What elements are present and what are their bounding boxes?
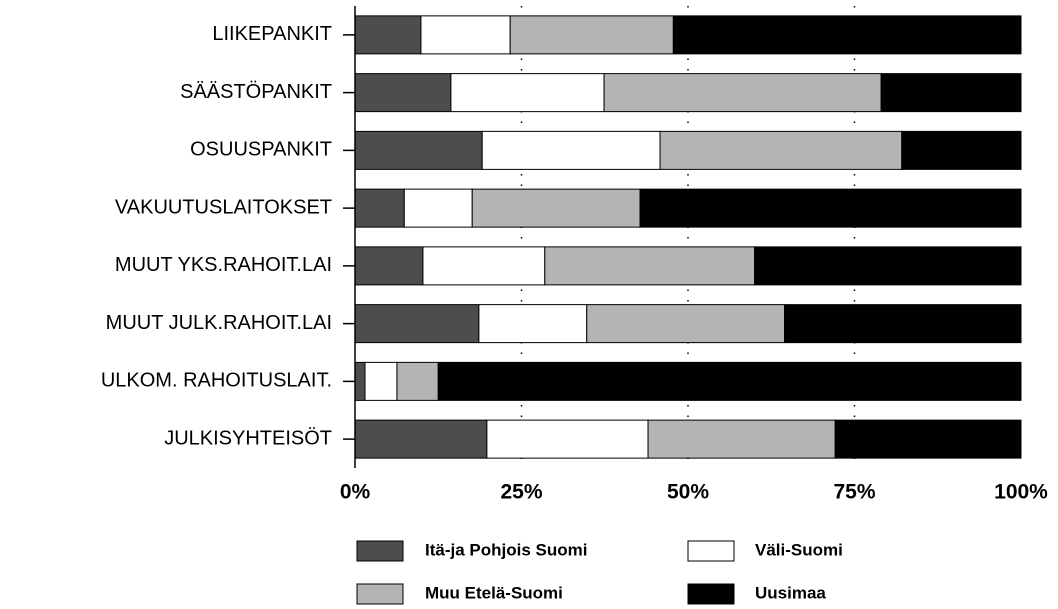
bar-segment (754, 246, 1022, 286)
bar-segment (603, 73, 882, 113)
bar-segment (647, 419, 836, 459)
bar-segment (901, 130, 1022, 170)
bar-segment (354, 73, 452, 113)
x-tick-label: 50% (667, 481, 709, 504)
bar-segment (354, 361, 366, 401)
bar-segment (659, 130, 903, 170)
bar-segment (354, 188, 405, 228)
bar-segment (403, 188, 473, 228)
y-tick-label: OSUUSPANKIT (190, 139, 332, 161)
legend-label: Väli-Suomi (755, 540, 843, 559)
x-tick-label: 75% (833, 481, 875, 504)
bar-segment (396, 361, 439, 401)
bar-segment (422, 246, 546, 286)
bar-segment (639, 188, 1022, 228)
bar-segment (450, 73, 605, 113)
bar-segment (354, 304, 480, 344)
bar-segment (586, 304, 786, 344)
legend-swatch (356, 583, 404, 605)
y-tick-label: MUUT JULK.RAHOIT.LAI (106, 312, 332, 334)
bar-segment (481, 130, 661, 170)
bar-segment (354, 246, 424, 286)
bar-segment (544, 246, 756, 286)
x-tick-label: 0% (340, 481, 371, 504)
bar-segment (880, 73, 1022, 113)
bar-segment (354, 130, 483, 170)
y-tick-label: LIIKEPANKIT (212, 23, 332, 45)
bar-segment (784, 304, 1022, 344)
legend-swatch (687, 583, 735, 605)
bar-segment (509, 15, 674, 55)
bar-segment (354, 419, 488, 459)
legend-label: Itä-ja Pohjois Suomi (425, 540, 587, 559)
bar-segment (834, 419, 1022, 459)
y-tick-label: JULKISYHTEISÖT (164, 427, 332, 449)
legend-label: Uusimaa (755, 583, 826, 602)
y-tick-label: VAKUUTUSLAITOKSET (115, 196, 332, 218)
bar-segment (420, 15, 511, 55)
y-tick-label: ULKOM. RAHOITUSLAIT. (101, 370, 332, 392)
legend-label: Muu Etelä-Suomi (425, 583, 563, 602)
legend-swatch (356, 540, 404, 562)
bar-segment (437, 361, 1022, 401)
bar-segment (471, 188, 641, 228)
x-tick-label: 100% (994, 481, 1048, 504)
bar-segment (486, 419, 649, 459)
x-tick-label: 25% (500, 481, 542, 504)
bar-segment (364, 361, 398, 401)
y-tick-label: SÄÄSTÖPANKIT (180, 81, 332, 103)
y-tick-label: MUUT YKS.RAHOIT.LAI (115, 254, 332, 276)
legend-swatch (687, 540, 735, 562)
bar-segment (478, 304, 588, 344)
bar-segment (672, 15, 1022, 55)
bar-segment (354, 15, 422, 55)
